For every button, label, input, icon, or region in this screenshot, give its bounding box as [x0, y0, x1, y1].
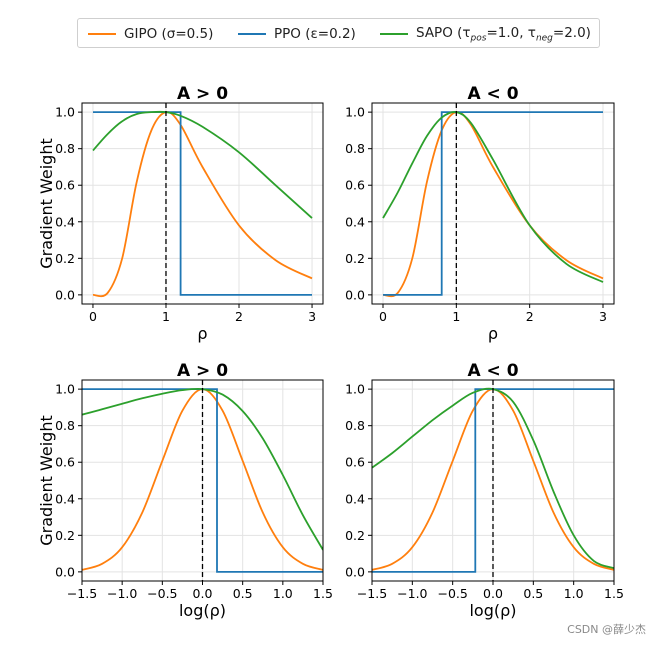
x-tick-label: −0.5 — [147, 586, 177, 601]
x-tick-label: 0.0 — [483, 586, 503, 601]
y-tick-label: 0.6 — [55, 178, 75, 193]
x-axis-label: ρ — [197, 324, 207, 343]
legend-item-sapo: SAPO (τpos=1.0, τneg=2.0) — [380, 19, 591, 49]
x-tick-label: 0.5 — [233, 586, 253, 601]
x-tick-label: 2 — [526, 309, 534, 324]
y-tick-label: 1.0 — [55, 105, 75, 120]
series-line-ppo — [383, 111, 603, 296]
y-tick-label: 0.4 — [55, 214, 75, 229]
plot-frame — [371, 102, 615, 305]
panel-title: A < 0 — [467, 361, 518, 381]
series-line-ppo — [93, 111, 312, 296]
y-tick-label: 0.8 — [345, 141, 365, 156]
panel-title: A > 0 — [177, 84, 228, 104]
x-tick-label: 1 — [162, 309, 170, 324]
legend-label-sapo: SAPO (τpos=1.0, τneg=2.0) — [416, 24, 591, 44]
x-tick-label: 1.5 — [313, 586, 333, 601]
x-tick-label: 2 — [235, 309, 243, 324]
y-axis-label: Gradient Weight — [37, 138, 56, 268]
chart-panel-3: −1.5 −1.0 −0.5 0.0 0.5 1.0 1.5 0.0 0.2 0.4 0.6 0.8 1… — [37, 361, 333, 620]
x-tick-label: 0 — [379, 309, 387, 324]
x-tick-label: 3 — [308, 309, 316, 324]
x-tick-label: −1.0 — [397, 586, 427, 601]
x-axis-label: ρ — [488, 324, 498, 343]
y-tick-label: 0.2 — [55, 528, 75, 543]
x-tick-label: 0.5 — [523, 586, 543, 601]
y-axis-label: Gradient Weight — [37, 415, 56, 545]
watermark: CSDN @薛少杰 — [567, 623, 646, 636]
y-tick-label: 0.0 — [55, 564, 75, 579]
x-tick-label: 3 — [599, 309, 607, 324]
y-tick-label: 0.0 — [345, 287, 365, 302]
panel-title: A > 0 — [177, 361, 228, 381]
legend-swatch-ppo — [238, 33, 266, 35]
y-tick-label: 0.0 — [55, 287, 75, 302]
x-tick-label: 1 — [452, 309, 460, 324]
legend: GIPO (σ=0.5) PPO (ε=0.2) SAPO (τpos=1.0,… — [77, 18, 600, 48]
chart-panel-4: −1.5 −1.0 −0.5 0.0 0.5 1.0 1.5 0.0 0.2 0.4 0.6 0.8 1… — [345, 361, 624, 620]
y-tick-label: 0.2 — [345, 251, 365, 266]
y-tick-label: 1.0 — [55, 382, 75, 397]
plot-frame — [81, 102, 324, 305]
x-tick-label: 0 — [89, 309, 97, 324]
y-tick-label: 0.4 — [345, 214, 365, 229]
y-tick-label: 0.4 — [345, 491, 365, 506]
series-line-sapo — [92, 110, 313, 219]
x-tick-label: 0.0 — [193, 586, 213, 601]
y-tick-label: 0.2 — [345, 528, 365, 543]
series-line-ppo — [372, 388, 614, 573]
x-tick-label: −1.0 — [107, 586, 137, 601]
x-tick-label: 1.0 — [273, 586, 293, 601]
panel-title: A < 0 — [467, 84, 518, 104]
y-tick-label: 0.8 — [55, 141, 75, 156]
y-tick-label: 0.6 — [345, 455, 365, 470]
x-axis-label: log(ρ) — [469, 601, 516, 620]
series-line-ppo — [82, 388, 323, 573]
y-tick-label: 0.2 — [55, 251, 75, 266]
x-tick-label: −1.5 — [67, 586, 97, 601]
x-axis-label: log(ρ) — [179, 601, 226, 620]
chart-panel-1: 0 1 2 3 0.0 0.2 0.4 0.6 0.8 1.0 A > 0 ρ Gradient Wei… — [37, 84, 324, 343]
y-tick-label: 0.4 — [55, 491, 75, 506]
legend-item-ppo: PPO (ε=0.2) — [238, 19, 356, 49]
legend-swatch-gipo — [88, 33, 116, 35]
x-tick-label: 1.5 — [604, 586, 624, 601]
x-tick-label: −1.5 — [357, 586, 387, 601]
series-line-gipo — [382, 111, 604, 298]
y-tick-label: 0.0 — [345, 564, 365, 579]
y-tick-label: 1.0 — [345, 105, 365, 120]
series-line-sapo — [382, 111, 604, 283]
series-line-gipo — [92, 111, 313, 298]
legend-swatch-sapo — [380, 33, 408, 35]
y-tick-label: 0.8 — [55, 418, 75, 433]
x-tick-label: 1.0 — [564, 586, 584, 601]
chart-panel-2: 0 1 2 3 0.0 0.2 0.4 0.6 0.8 1.0 A < 0 ρ — [345, 84, 615, 343]
legend-item-gipo: GIPO (σ=0.5) — [88, 19, 213, 49]
x-tick-label: −0.5 — [437, 586, 467, 601]
y-tick-label: 1.0 — [345, 382, 365, 397]
y-tick-label: 0.6 — [55, 455, 75, 470]
y-tick-label: 0.6 — [345, 178, 365, 193]
legend-label-ppo: PPO (ε=0.2) — [274, 26, 356, 42]
y-tick-label: 0.8 — [345, 418, 365, 433]
legend-label-gipo: GIPO (σ=0.5) — [124, 26, 214, 42]
